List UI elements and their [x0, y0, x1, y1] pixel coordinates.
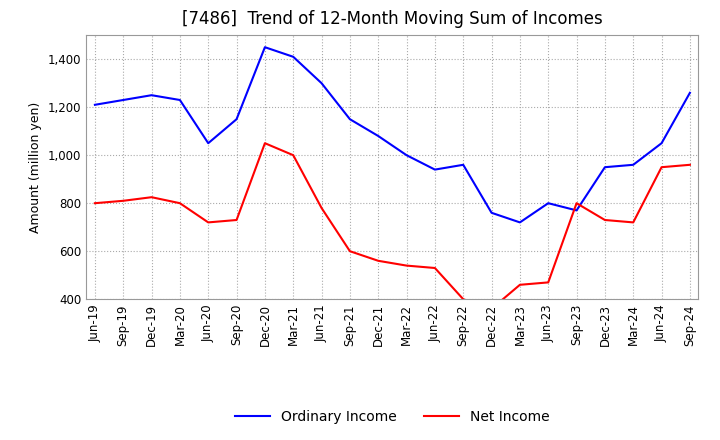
Net Income	[544, 280, 552, 285]
Ordinary Income	[176, 97, 184, 103]
Net Income	[629, 220, 637, 225]
Ordinary Income	[374, 133, 382, 139]
Net Income	[176, 201, 184, 206]
Net Income	[374, 258, 382, 264]
Ordinary Income	[318, 81, 326, 86]
Ordinary Income	[289, 54, 297, 59]
Net Income	[346, 249, 354, 254]
Net Income	[204, 220, 212, 225]
Net Income	[572, 201, 581, 206]
Ordinary Income	[572, 208, 581, 213]
Net Income	[657, 165, 666, 170]
Ordinary Income	[346, 117, 354, 122]
Ordinary Income	[657, 140, 666, 146]
Net Income	[119, 198, 127, 203]
Net Income	[402, 263, 411, 268]
Net Income	[600, 217, 609, 223]
Ordinary Income	[91, 102, 99, 107]
Ordinary Income	[119, 97, 127, 103]
Net Income	[685, 162, 694, 168]
Net Income	[516, 282, 524, 287]
Net Income	[459, 297, 467, 302]
Net Income	[289, 153, 297, 158]
Y-axis label: Amount (million yen): Amount (million yen)	[30, 102, 42, 233]
Ordinary Income	[629, 162, 637, 168]
Net Income	[233, 217, 241, 223]
Line: Ordinary Income: Ordinary Income	[95, 47, 690, 222]
Net Income	[91, 201, 99, 206]
Ordinary Income	[148, 92, 156, 98]
Net Income	[148, 194, 156, 200]
Legend: Ordinary Income, Net Income: Ordinary Income, Net Income	[230, 404, 555, 429]
Net Income	[261, 140, 269, 146]
Ordinary Income	[402, 153, 411, 158]
Net Income	[431, 265, 439, 271]
Net Income	[318, 205, 326, 211]
Title: [7486]  Trend of 12-Month Moving Sum of Incomes: [7486] Trend of 12-Month Moving Sum of I…	[182, 10, 603, 28]
Ordinary Income	[459, 162, 467, 168]
Ordinary Income	[233, 117, 241, 122]
Ordinary Income	[261, 44, 269, 50]
Ordinary Income	[685, 90, 694, 95]
Ordinary Income	[516, 220, 524, 225]
Net Income	[487, 306, 496, 312]
Ordinary Income	[544, 201, 552, 206]
Ordinary Income	[431, 167, 439, 172]
Ordinary Income	[204, 140, 212, 146]
Ordinary Income	[487, 210, 496, 216]
Ordinary Income	[600, 165, 609, 170]
Line: Net Income: Net Income	[95, 143, 690, 309]
